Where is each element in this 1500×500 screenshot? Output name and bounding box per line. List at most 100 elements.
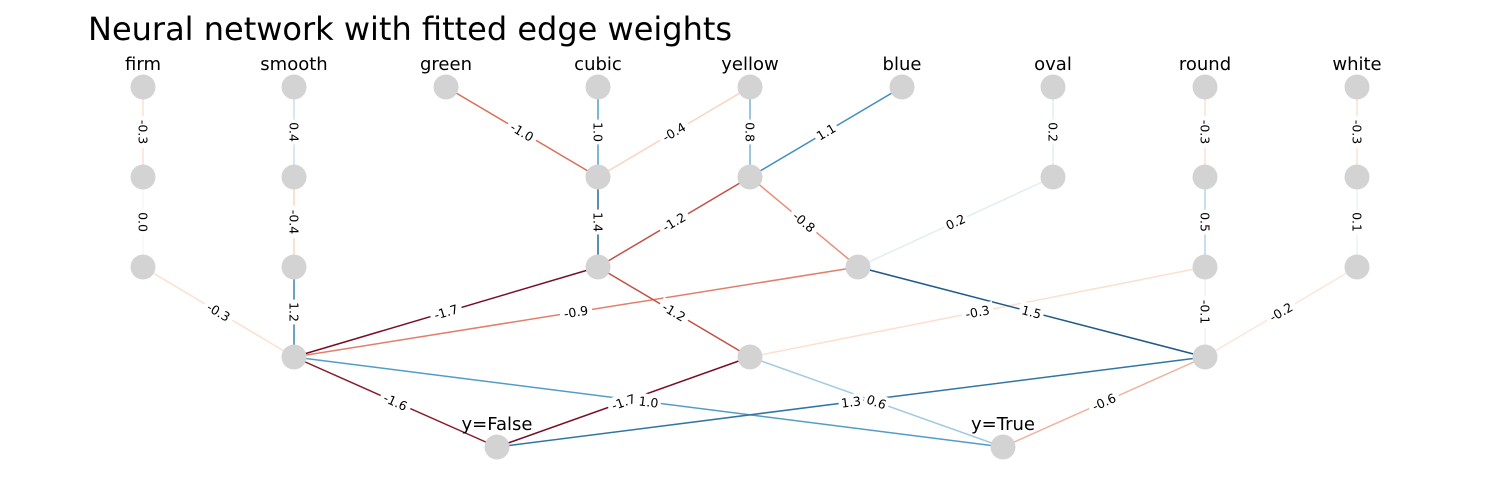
- edge-weight-label-group: 1.0: [635, 392, 662, 412]
- edge-weight-label: -0.1: [1198, 300, 1213, 324]
- nodes-layer: [130, 74, 1370, 460]
- node-label-yellow: yellow: [721, 54, 778, 75]
- node-labels-layer: firm smooth green cubic yellow blue oval round w…: [125, 54, 1382, 435]
- edge-weight-label: -0.9: [563, 303, 589, 322]
- node-label-firm: firm: [125, 54, 161, 75]
- edge-weight-label-group: -0.1: [1197, 295, 1213, 329]
- node-h2_smooth: [281, 254, 307, 280]
- node-h2_mid: [845, 254, 871, 280]
- node-h2_white: [1344, 254, 1370, 280]
- node-label-green: green: [420, 54, 472, 75]
- edge-weight-label: 0.6: [865, 392, 889, 413]
- edge-weight-label-bg: [1349, 115, 1365, 149]
- node-round: [1192, 74, 1218, 100]
- node-firm: [130, 74, 156, 100]
- node-oval: [1040, 74, 1066, 100]
- edge-weight-label-bg: [1045, 119, 1061, 145]
- edge-weight-label-bg: [135, 209, 151, 235]
- node-label-y_false: y=False: [462, 414, 533, 435]
- edge-weight-label-group: 0.2: [940, 209, 971, 235]
- edge-weight-label: -0.3: [1198, 120, 1213, 144]
- edge-weight-label-bg: [428, 299, 464, 325]
- node-label-smooth: smooth: [260, 54, 327, 75]
- edge-weight-label: 1.0: [591, 122, 606, 142]
- diagram-title: Neural network with fitted edge weights: [88, 10, 732, 48]
- node-h2_cubic: [585, 254, 611, 280]
- node-label-y_true: y=True: [971, 414, 1035, 435]
- node-label-round: round: [1179, 54, 1231, 75]
- edge-weight-label-bg: [377, 388, 414, 416]
- edge-weight-label-bg: [655, 116, 693, 148]
- edge-weight-label-bg: [1349, 209, 1365, 235]
- edge-weight-label-bg: [135, 115, 151, 149]
- edge-weight-label-group: -0.3: [135, 115, 151, 149]
- edge-weight-label: 1.4: [591, 212, 606, 232]
- edge-weight-label-group: 0.8: [742, 119, 758, 145]
- edge-weight-label-bg: [200, 296, 237, 328]
- node-smooth: [281, 74, 307, 100]
- edge-weight-label-bg: [862, 390, 891, 414]
- edge-weight-label-bg: [286, 205, 302, 239]
- edge-weight-label-bg: [590, 119, 606, 145]
- node-h1_smooth: [281, 164, 307, 190]
- edge-weight-label-bg: [940, 209, 971, 235]
- edge-weight-label-bg: [655, 206, 693, 238]
- edge-weight-label: -0.3: [1350, 120, 1365, 144]
- edge-weight-label-bg: [590, 209, 606, 235]
- edge-weight-label-group: -1.2: [655, 206, 693, 238]
- edge-weight-label-bg: [558, 301, 594, 323]
- node-h3_left: [281, 344, 307, 370]
- edge-weight-label-group: -1.6: [377, 388, 414, 416]
- edge-weight-label-bg: [605, 389, 642, 415]
- edge-weight-label-group: -0.3: [200, 296, 237, 328]
- node-label-blue: blue: [883, 54, 922, 75]
- edge-weight-label-group: 1.1: [811, 118, 841, 146]
- edge-weight-label-bg: [286, 299, 302, 325]
- edge-weight-label-bg: [742, 119, 758, 145]
- node-label-white: white: [1332, 54, 1381, 75]
- edge-weight-label-group: -1.0: [503, 116, 541, 148]
- edge-weight-label: 0.0: [136, 212, 151, 232]
- edge-weight-label-bg: [1197, 209, 1213, 235]
- edge-weight-label-group: 1.5: [1017, 301, 1046, 323]
- edge-weight-label-bg: [286, 119, 302, 145]
- node-h2_round: [1192, 254, 1218, 280]
- edge-weight-label-bg: [655, 296, 693, 328]
- node-h1_round: [1192, 164, 1218, 190]
- edge-weight-label-group: -0.4: [286, 205, 302, 239]
- node-cubic: [585, 74, 611, 100]
- edge-weight-label-bg: [811, 118, 841, 146]
- node-h1_firm: [130, 164, 156, 190]
- node-h1_yellow: [737, 164, 763, 190]
- edge-weight-label-group: 0.5: [1197, 209, 1213, 235]
- edge-weight-label-bg: [960, 301, 995, 323]
- edge-weight-label-bg: [786, 205, 822, 239]
- edge-weight-label-bg: [1197, 295, 1213, 329]
- edge-weight-label-bg: [1085, 388, 1123, 416]
- edge-weight-label: 0.8: [743, 122, 758, 142]
- edge-weight-label-group: 1.3: [837, 392, 865, 412]
- node-h1_white: [1344, 164, 1370, 190]
- edge-weight-label: -0.3: [964, 302, 991, 321]
- node-y_true: [990, 434, 1016, 460]
- edge-weight-label-bg: [503, 116, 541, 148]
- edge-weight-label: 0.5: [1198, 212, 1213, 232]
- node-blue: [889, 74, 915, 100]
- node-h3_right: [1192, 344, 1218, 370]
- edge-weight-label-group: 1.4: [590, 209, 606, 235]
- edge-weight-label: 1.5: [1020, 302, 1043, 322]
- edge-weight-label-bg: [1262, 296, 1300, 328]
- edge-weight-label: -0.4: [287, 210, 302, 234]
- node-h2_firm: [130, 254, 156, 280]
- edge-weight-label-group: -1.2: [655, 296, 693, 328]
- node-green: [433, 74, 459, 100]
- edge-weight-label-group: -0.3: [960, 301, 995, 323]
- edge-weight-label: 0.1: [1350, 212, 1365, 232]
- edge-weight-label-group: 1.2: [286, 299, 302, 325]
- edge-weight-label: 0.4: [287, 122, 302, 142]
- edge-weight-label-group: -0.2: [1262, 296, 1300, 328]
- edge-weight-label: 1.2: [287, 302, 302, 322]
- node-yellow: [737, 74, 763, 100]
- edge-weight-label: 1.3: [840, 393, 862, 410]
